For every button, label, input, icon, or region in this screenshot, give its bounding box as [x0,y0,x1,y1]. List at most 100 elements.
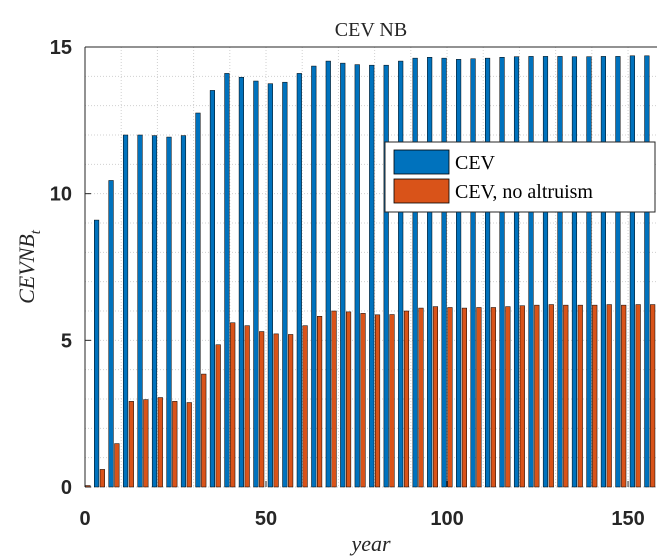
y-tick-label: 5 [61,330,72,352]
y-axis-label-subscript: t [28,229,44,234]
x-tick-label: 100 [430,508,463,530]
bar-cev-no-altruism [143,399,149,488]
bar-cev [296,73,302,488]
bar-cev-no-altruism [374,314,381,488]
bar-cev [383,64,389,488]
bar-cev-no-altruism [606,304,612,488]
bar-cev-no-altruism [345,311,352,488]
bar-cev [513,56,520,488]
bar-cev-no-altruism [403,310,410,488]
x-tick-label: 0 [79,508,90,530]
bar-cev [238,76,244,488]
bar-cev [209,90,215,488]
y-axis-label-main: CEVNB [14,234,39,304]
bar-cev-no-altruism [548,304,554,488]
bar-cev-no-altruism [230,322,236,488]
bar-cev [108,180,114,488]
x-tick-label: 150 [611,508,644,530]
bar-cev [267,83,273,488]
y-tick-label: 0 [61,477,72,499]
bar-cev-no-altruism [432,306,439,488]
bar-cev [470,58,476,488]
bar-cev [441,57,447,488]
x-tick-labels: 0 50 100 150 [79,508,644,530]
bar-cev [122,134,129,488]
bar-cev-no-altruism [259,331,265,488]
bar-cev-no-altruism [157,397,163,488]
bar-cev [180,135,187,488]
bar-cev [151,135,158,488]
bar-cev-no-altruism [476,307,482,488]
bar-cev-no-altruism [577,304,583,488]
y-axis-label: CEVNBt [14,229,44,304]
bar-cev [542,56,549,488]
legend-swatch [393,178,450,204]
bar-cev [166,136,172,488]
x-axis-label: year [349,531,391,556]
bar-cev-no-altruism [201,373,207,488]
bar-cev [253,80,259,488]
bar-cev [571,56,578,488]
bar-cev [586,56,592,488]
bar-cev-no-altruism [317,316,323,488]
bar-cev-no-altruism [114,443,120,488]
legend: CEV CEV, no altruism [384,141,656,213]
bar-cev [354,64,360,488]
bar-cev-no-altruism [273,333,279,488]
bar-cev-no-altruism [186,402,192,488]
bar-cev [224,73,230,488]
bar-cev [325,60,331,488]
bar-cev-no-altruism [621,304,627,488]
bar-cev-no-altruism [360,313,366,488]
bar-cev-no-altruism [172,401,178,488]
bar-cev [398,60,404,488]
bar-cev-no-altruism [288,334,294,488]
axes [84,46,657,488]
bar-cev [195,112,201,488]
bar-cev-no-altruism [519,305,525,488]
y-tick-labels: 0 5 10 15 [50,37,72,499]
bar-cev-no-altruism [563,304,569,488]
y-tick-label: 10 [50,184,72,206]
bar-cev-no-altruism [650,304,656,488]
bar-cev-no-altruism [128,401,134,488]
bar-cev [499,57,505,488]
bar-cev-no-altruism [302,325,308,488]
bar-cev [485,57,491,488]
bar-cev-no-altruism [447,307,453,488]
bar-cev-no-altruism [244,325,250,488]
bar-cev [456,59,462,488]
bar-cev [629,55,635,488]
bar-cev [94,219,100,488]
bar-cev [557,56,563,488]
plot-area [84,46,657,488]
bar-cev [644,55,650,488]
bar-cev-no-altruism [215,344,221,488]
x-tick-label: 50 [255,508,277,530]
bar-cev-no-altruism [389,314,395,488]
bar-cev [137,134,143,488]
legend-swatch [393,149,450,175]
bar-cev [600,56,606,488]
y-tick-label: 15 [50,37,72,59]
bars [85,55,656,488]
bar-cev [412,57,418,488]
bar-cev [427,57,433,488]
bar-cev-no-altruism [635,304,641,488]
bar-cev-no-altruism [331,310,337,488]
bar-cev [340,62,346,488]
bar-cev [311,65,317,488]
bar-cev [528,56,534,488]
legend-label: CEV, no altruism [455,181,593,203]
bar-cev-no-altruism [461,307,467,488]
legend-label: CEV [455,152,496,174]
chart-title: CEV NB [335,19,407,41]
bar-cev-no-altruism [592,304,598,488]
bar-cev [282,81,288,488]
bar-cev-no-altruism [490,307,496,488]
bar-cev [369,64,375,488]
bar-cev [615,56,621,488]
bar-cev-no-altruism [505,306,511,488]
bar-cev-no-altruism [99,469,105,488]
